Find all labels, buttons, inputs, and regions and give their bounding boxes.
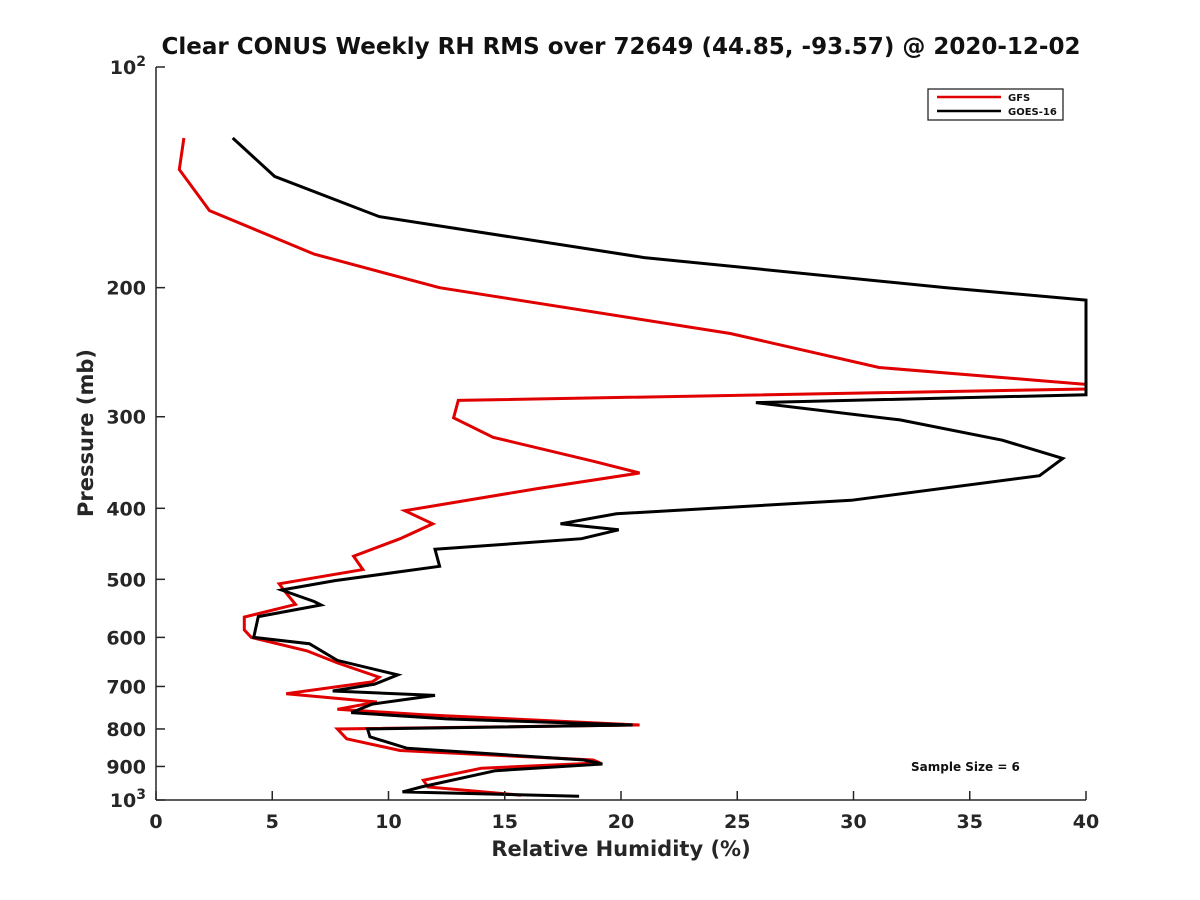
x-tick-label: 30: [840, 811, 866, 833]
y-axis-label: Pressure (mb): [74, 349, 98, 517]
y-tick-label: 900: [106, 756, 146, 778]
x-tick-label: 20: [608, 811, 634, 833]
x-tick-label: 5: [266, 811, 279, 833]
legend: GFS GOES-16: [927, 88, 1064, 121]
x-tick-label: 35: [957, 811, 983, 833]
y-tick-label: 800: [106, 719, 146, 741]
y-tick-label: 102: [110, 54, 146, 79]
y-tick-label: 300: [106, 407, 146, 429]
y-axis-ticks: 102 200 300 400 500 600 700 800 900 103: [106, 54, 165, 812]
x-axis-label: Relative Humidity (%): [491, 837, 750, 861]
legend-label-gfs: GFS: [1008, 93, 1030, 104]
y-tick-label: 200: [106, 278, 146, 300]
y-tick-label: 700: [106, 676, 146, 698]
y-tick-label: 600: [106, 627, 146, 649]
x-axis-ticks: 0 5 10 15 20 25 30 35 40: [149, 791, 1099, 833]
chart-title: Clear CONUS Weekly RH RMS over 72649 (44…: [162, 34, 1081, 60]
x-tick-label: 0: [149, 811, 162, 833]
series-layer: [177, 136, 1088, 798]
y-tick-label: 500: [106, 569, 146, 591]
plot-area: [156, 67, 1086, 800]
x-tick-label: 10: [375, 811, 401, 833]
series-line-goes16: [231, 136, 1088, 798]
x-tick-label: 25: [724, 811, 750, 833]
sample-size-annotation: Sample Size = 6: [911, 760, 1020, 774]
x-tick-label: 40: [1073, 811, 1099, 833]
x-tick-label: 15: [492, 811, 518, 833]
y-tick-label: 103: [110, 787, 146, 812]
legend-box: [927, 88, 1064, 121]
legend-label-goes16: GOES-16: [1008, 107, 1057, 118]
y-tick-label: 400: [106, 498, 146, 520]
